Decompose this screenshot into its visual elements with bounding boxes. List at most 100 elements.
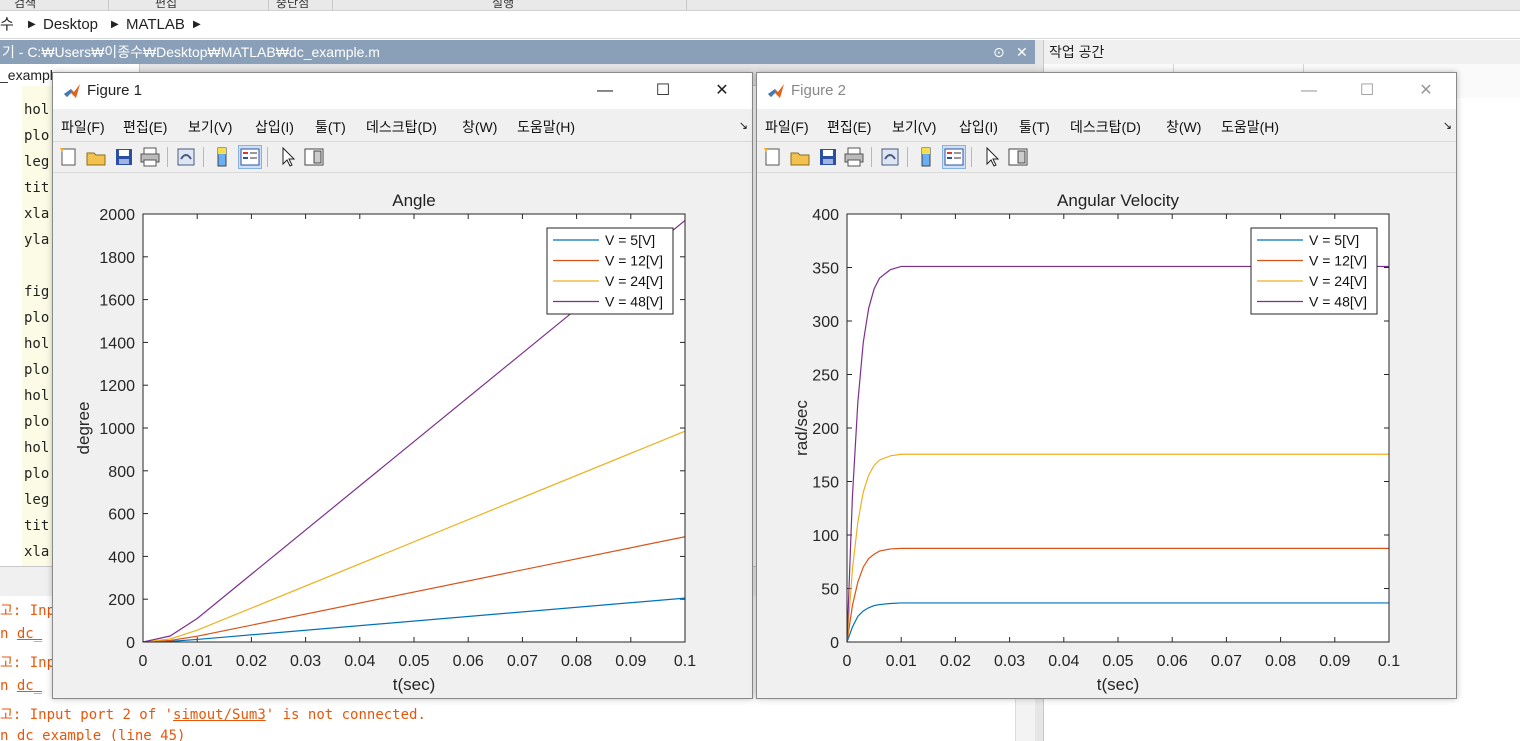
- menu-item[interactable]: 편집(E): [827, 119, 872, 135]
- new-figure-icon[interactable]: [57, 146, 79, 168]
- code-line[interactable]: fig: [24, 284, 50, 300]
- pointer-icon[interactable]: [981, 146, 1003, 168]
- legend-label: V = 24[V]: [605, 273, 663, 289]
- menu-item[interactable]: 삽입(I): [959, 119, 998, 135]
- ribbon-item-breakpoint[interactable]: 중단점: [276, 0, 310, 10]
- command-link[interactable]: dc_: [16, 678, 43, 694]
- maximize-button[interactable]: ☐: [1359, 82, 1375, 99]
- menu-item[interactable]: 편집(E): [123, 119, 168, 135]
- menu-item[interactable]: 창(W): [462, 119, 498, 135]
- minimize-button[interactable]: —: [1301, 82, 1317, 99]
- pointer-icon[interactable]: [277, 146, 299, 168]
- menu-item[interactable]: 파일(F): [61, 119, 105, 135]
- code-line[interactable]: plo: [24, 414, 50, 430]
- dock-arrow-icon[interactable]: ↘: [738, 120, 748, 132]
- command-output-line: n dc_: [0, 626, 42, 642]
- path-segment[interactable]: 수: [0, 16, 14, 33]
- command-link[interactable]: dc_example: [16, 728, 102, 741]
- y-tick-label: 1400: [99, 335, 135, 352]
- code-line[interactable]: tit: [24, 518, 50, 534]
- code-line[interactable]: hol: [24, 336, 50, 352]
- close-button[interactable]: ✕: [1419, 82, 1433, 99]
- command-text: 고: Inp: [0, 603, 56, 619]
- save-icon[interactable]: [817, 146, 839, 168]
- y-tick-label: 0: [126, 635, 135, 652]
- code-line[interactable]: hol: [24, 388, 50, 404]
- code-line[interactable]: plo: [24, 310, 50, 326]
- print-icon[interactable]: [843, 146, 865, 168]
- code-line[interactable]: xla: [24, 544, 50, 560]
- plot-area[interactable]: Angular Velocity 0 0.01 0.02 0.03 0.04 0.05 0.0…: [757, 174, 1456, 698]
- menu-item[interactable]: 데스크탑(D): [1070, 119, 1141, 135]
- menu-item[interactable]: 삽입(I): [255, 119, 294, 135]
- menu-item[interactable]: 도움말(H): [1221, 119, 1280, 135]
- chart-svg[interactable]: Angular Velocity 0 0.01 0.02 0.03 0.04 0.05 0.0…: [757, 174, 1456, 698]
- print-icon[interactable]: [139, 146, 161, 168]
- code-line[interactable]: hol: [24, 440, 50, 456]
- menu-item[interactable]: 창(W): [1166, 119, 1202, 135]
- legend-label: V = 24[V]: [1309, 273, 1367, 289]
- maximize-button[interactable]: ☐: [655, 82, 671, 99]
- menu-item[interactable]: 도움말(H): [517, 119, 576, 135]
- command-link[interactable]: dc_: [16, 626, 43, 642]
- dock-arrow-icon[interactable]: ↘: [1442, 120, 1452, 132]
- code-line[interactable]: yla: [24, 232, 50, 248]
- chart-svg[interactable]: Angle 0 0.01 0.02 0.03 0.04 0.05 0.06 0.07 0.08 0.…: [53, 174, 752, 698]
- plot-area[interactable]: Angle 0 0.01 0.02 0.03 0.04 0.05 0.06 0.07 0.08 0.…: [53, 174, 752, 698]
- chevron-right-icon[interactable]: ▶: [28, 19, 36, 30]
- figure-title-bar[interactable]: Figure 1 — ☐ ✕: [53, 73, 752, 109]
- menu-item[interactable]: 보기(V): [188, 119, 233, 135]
- open-file-icon[interactable]: [789, 146, 811, 168]
- code-line[interactable]: xla: [24, 206, 50, 222]
- path-segment-desktop[interactable]: Desktop: [43, 16, 99, 33]
- current-folder-bar[interactable]: 수 ▶ Desktop ▶ MATLAB ▶: [0, 11, 1520, 39]
- figure-title-bar[interactable]: Figure 2 — ☐ ✕: [757, 73, 1456, 109]
- legend-label: V = 5[V]: [1309, 232, 1359, 248]
- x-tick-label: 0.05: [1102, 653, 1133, 670]
- code-line[interactable]: leg: [24, 492, 50, 508]
- x-tick-label: 0.07: [1211, 653, 1242, 670]
- menu-item[interactable]: 툴(T): [1019, 119, 1050, 135]
- ribbon-item-run[interactable]: 실행: [492, 0, 515, 10]
- figure-toolbar: [53, 141, 752, 173]
- link-icon[interactable]: [879, 146, 901, 168]
- matlab-logo-icon: [64, 84, 80, 98]
- menu-item[interactable]: 데스크탑(D): [366, 119, 437, 135]
- menu-item[interactable]: 툴(T): [315, 119, 346, 135]
- open-file-icon[interactable]: [85, 146, 107, 168]
- code-line[interactable]: hol: [24, 102, 50, 118]
- colorbar-icon[interactable]: [915, 146, 937, 168]
- property-editor-icon[interactable]: [303, 146, 325, 168]
- close-icon[interactable]: ✕: [1016, 44, 1028, 60]
- chevron-right-icon[interactable]: ▶: [111, 19, 119, 30]
- colorbar-icon[interactable]: [211, 146, 233, 168]
- new-figure-icon[interactable]: [761, 146, 783, 168]
- menu-item[interactable]: 파일(F): [765, 119, 809, 135]
- x-axis-label: t(sec): [393, 675, 436, 694]
- command-link[interactable]: simout/Sum3: [173, 707, 266, 723]
- chevron-right-icon[interactable]: ▶: [193, 19, 201, 30]
- path-segment-matlab[interactable]: MATLAB: [126, 16, 185, 33]
- code-line[interactable]: plo: [24, 128, 50, 144]
- link-icon[interactable]: [175, 146, 197, 168]
- figure-2-window[interactable]: Figure 2 — ☐ ✕ 파일(F) 편집(E) 보기(V) 삽입(I) 툴(T) 데스크탑(…: [756, 72, 1457, 699]
- code-line[interactable]: plo: [24, 362, 50, 378]
- legend-icon[interactable]: [238, 145, 262, 169]
- save-icon[interactable]: [113, 146, 135, 168]
- series-line: [847, 265, 1389, 642]
- property-editor-icon[interactable]: [1007, 146, 1029, 168]
- toolbar-separator: [971, 147, 972, 167]
- figure-1-window[interactable]: Figure 1 — ☐ ✕ 파일(F) 편집(E) 보기(V) 삽입(I) 툴(T) 데스크탑(…: [52, 72, 753, 699]
- ribbon-item-edit[interactable]: 편집: [155, 0, 178, 10]
- legend-icon[interactable]: [942, 145, 966, 169]
- y-tick-label: 0: [830, 635, 839, 652]
- panel-menu-icon[interactable]: ⊙: [993, 44, 1005, 60]
- command-text: n: [0, 626, 17, 642]
- close-button[interactable]: ✕: [715, 82, 729, 99]
- menu-item[interactable]: 보기(V): [892, 119, 937, 135]
- ribbon-item-search[interactable]: 검색: [14, 0, 37, 10]
- code-line[interactable]: plo: [24, 466, 50, 482]
- minimize-button[interactable]: —: [597, 82, 613, 99]
- code-line[interactable]: tit: [24, 180, 50, 196]
- code-line[interactable]: leg: [24, 154, 50, 170]
